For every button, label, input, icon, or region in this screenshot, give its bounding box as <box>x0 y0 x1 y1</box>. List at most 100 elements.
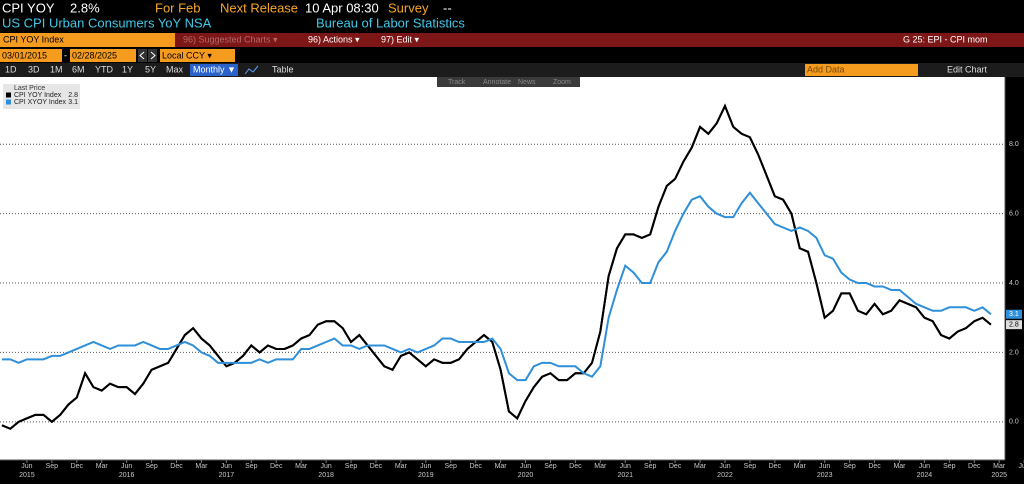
date-sep: - <box>64 50 67 60</box>
y-tick-label: 8.0 <box>1009 141 1019 148</box>
x-year-label: 2018 <box>318 472 334 479</box>
series-line-halo <box>1 103 992 430</box>
legend-swatch <box>6 92 11 98</box>
line-icon[interactable] <box>244 65 259 75</box>
last-value-tag <box>1006 320 1022 330</box>
last-value: 2.8% <box>70 0 100 15</box>
x-tick-label: Dec <box>669 463 682 470</box>
end-date-box[interactable] <box>70 49 136 62</box>
x-year-label: 2024 <box>917 472 933 479</box>
x-tick-label: Jun <box>919 463 930 470</box>
x-tick-label: Mar <box>295 463 308 470</box>
x-tick-label: Jun <box>420 463 431 470</box>
x-tick-label: Dec <box>370 463 383 470</box>
x-tick-label: Dec <box>569 463 582 470</box>
menu-item[interactable]: 96) Actions ▾ <box>308 34 360 44</box>
x-tick-label: Mar <box>794 463 807 470</box>
period-button[interactable]: 6M <box>72 64 85 74</box>
x-year-label: 2017 <box>219 472 235 479</box>
add-data-box[interactable] <box>805 64 918 76</box>
y-tick-label: 6.0 <box>1009 210 1019 217</box>
x-tick-label: Jun <box>1018 463 1024 470</box>
x-year-label: 2025 <box>991 472 1007 479</box>
x-tick-label: Sep <box>644 463 657 470</box>
x-tick-label: Dec <box>968 463 981 470</box>
table-button[interactable]: Table <box>272 64 294 74</box>
x-year-label: 2021 <box>617 472 633 479</box>
add-data[interactable]: Add Data <box>807 64 845 74</box>
frequency[interactable]: Monthly ▼ <box>193 64 236 74</box>
start-date[interactable]: 03/01/2015 <box>2 50 47 60</box>
x-tick-label: Jun <box>520 463 531 470</box>
description: US CPI Urban Consumers YoY NSA <box>2 15 212 30</box>
legend-swatch <box>6 99 11 105</box>
x-tick-label: Sep <box>445 463 458 470</box>
x-tick-label: Dec <box>868 463 881 470</box>
security[interactable]: CPI YOY Index <box>3 34 64 44</box>
period-button[interactable]: YTD <box>95 64 114 74</box>
security-box[interactable] <box>0 33 175 47</box>
last-value-tag <box>1006 309 1022 319</box>
ticker: CPI YOY <box>2 0 55 15</box>
period: For Feb <box>155 0 201 15</box>
end-date[interactable]: 02/28/2025 <box>72 50 117 60</box>
survey-label: Survey <box>388 0 429 15</box>
period-button[interactable]: 1M <box>50 64 63 74</box>
x-tick-label: Sep <box>544 463 557 470</box>
release-date: 10 Apr 08:30 <box>305 0 379 15</box>
x-tick-label: Sep <box>345 463 358 470</box>
x-year-label: 2016 <box>119 472 135 479</box>
x-year-label: 2022 <box>717 472 733 479</box>
plot-area <box>0 77 1005 460</box>
release-label: Next Release <box>220 0 298 15</box>
currency-box[interactable] <box>160 49 235 62</box>
source: Bureau of Labor Statistics <box>316 15 465 30</box>
chart-name[interactable]: G 25: EPI - CPI mom <box>903 34 988 44</box>
currency[interactable]: Local CCY ▾ <box>162 50 212 60</box>
y-tick-label: 2.0 <box>1009 349 1019 356</box>
x-tick-label: Sep <box>843 463 856 470</box>
chart-tool[interactable]: Annotate <box>483 79 511 86</box>
chart-toolbar <box>437 77 580 87</box>
x-tick-label: Mar <box>893 463 906 470</box>
x-tick-label: Sep <box>245 463 258 470</box>
x-tick-label: Dec <box>469 463 482 470</box>
x-tick-label: Jun <box>620 463 631 470</box>
x-tick-label: Mar <box>594 463 607 470</box>
x-tick-label: Jun <box>21 463 32 470</box>
x-tick-label: Mar <box>993 463 1006 470</box>
x-tick-label: Dec <box>170 463 183 470</box>
chart-tool[interactable]: Zoom <box>553 79 571 86</box>
chart-tool[interactable]: News <box>518 79 536 86</box>
x-tick-label: Jun <box>819 463 830 470</box>
x-tick-label: Sep <box>744 463 757 470</box>
period-button[interactable]: Max <box>166 64 184 74</box>
edit-chart[interactable]: Edit Chart <box>947 64 988 74</box>
menu-item[interactable]: 96) Suggested Charts ▾ <box>183 34 278 44</box>
x-tick-label: Mar <box>694 463 707 470</box>
period-button[interactable]: 5Y <box>145 64 156 74</box>
legend-box <box>3 84 80 109</box>
series-line <box>2 191 992 382</box>
period-button[interactable]: 1D <box>5 64 17 74</box>
legend-entry: CPI YOY Index <box>14 92 62 99</box>
x-tick-label: Mar <box>395 463 408 470</box>
x-year-label: 2015 <box>19 472 35 479</box>
chart-tool[interactable]: Track <box>448 79 466 86</box>
period-button[interactable]: 3D <box>28 64 40 74</box>
period-bar <box>0 63 1024 77</box>
menu-item[interactable]: 97) Edit ▾ <box>381 34 420 44</box>
period-button[interactable]: 1Y <box>122 64 133 74</box>
x-tick-label: Mar <box>195 463 208 470</box>
y-tick-label: 4.0 <box>1009 280 1019 287</box>
last-value-label: 3.1 <box>1009 311 1019 318</box>
next-button[interactable] <box>148 49 157 62</box>
start-date-box[interactable] <box>0 49 62 62</box>
x-year-label: 2023 <box>817 472 833 479</box>
frequency-box[interactable] <box>190 64 238 76</box>
x-tick-label: Jun <box>719 463 730 470</box>
prev-button[interactable] <box>138 49 147 62</box>
x-tick-label: Sep <box>46 463 59 470</box>
last-value-label: 2.8 <box>1009 322 1019 329</box>
